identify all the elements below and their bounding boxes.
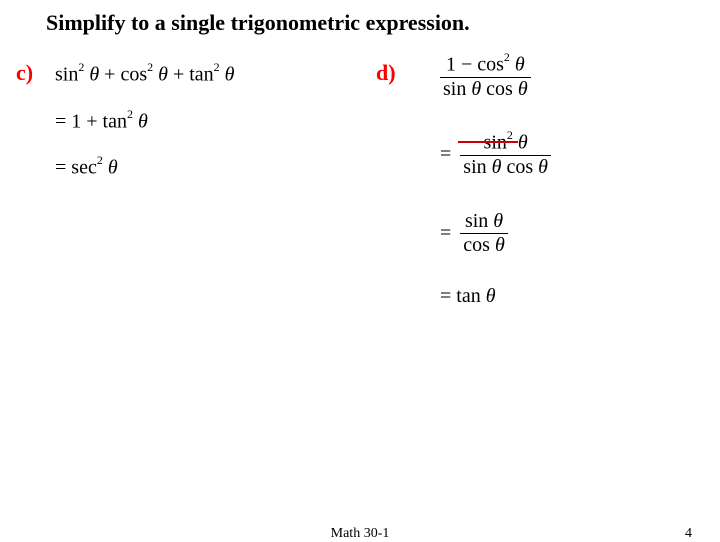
d-expression-given: 1 − cos2 θ sin θ cos θ <box>440 52 531 101</box>
d-step-2: = sin θ cos θ <box>440 210 508 257</box>
d-step-3: = tan θ <box>440 285 496 308</box>
strike-line-icon <box>458 141 518 143</box>
c-expression-given: sin2 θ + cos2 θ + tan2 θ <box>55 62 235 87</box>
problem-label-c: c) <box>16 60 33 86</box>
page-title: Simplify to a single trigonometric expre… <box>46 10 470 36</box>
c-step-2: = sec2 θ <box>55 155 118 180</box>
c-step-1: = 1 + tan2 θ <box>55 109 148 134</box>
d-step-1: = sin2 θ sin θ cos θ <box>440 130 551 179</box>
problem-label-d: d) <box>376 60 396 86</box>
